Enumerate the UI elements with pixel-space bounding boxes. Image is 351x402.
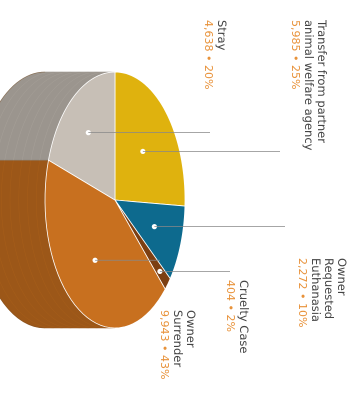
slice-label-name: OwnerRequestedEuthanasia <box>309 258 349 322</box>
pie-side-texture <box>9 160 81 329</box>
slice-label-name: Stray <box>215 20 229 51</box>
leader-dot <box>140 148 146 155</box>
pie-side-texture <box>0 256 63 329</box>
slice-label-value: 2,272 • 10% <box>296 258 309 327</box>
pie-side-texture <box>13 71 81 161</box>
slice-label-value: 404 • 2% <box>224 280 237 332</box>
slice-label-name: OwnerSurrender <box>171 310 198 367</box>
pie-side-texture <box>18 160 89 329</box>
slice-label-value: 4,638 • 20% <box>202 20 215 89</box>
pie-base-outline <box>0 71 46 329</box>
slice-label-value: 5,985 • 25% <box>289 20 302 89</box>
pie-slice-transfer-from-partner-animal-welfare-agency <box>114 71 186 207</box>
pie-side-texture <box>0 281 54 329</box>
pie-side-texture <box>22 71 89 161</box>
pie-side-texture <box>1 160 72 329</box>
pie-slice-cruelty-case <box>114 199 171 290</box>
slice-label-name: Cruelty Case <box>237 280 251 353</box>
pie-slice-stray <box>48 71 116 201</box>
pie-side-texture <box>4 71 72 161</box>
pie-side-texture <box>36 160 107 329</box>
pie-side-texture <box>0 71 63 144</box>
slice-label-value: 9,943 • 43% <box>158 310 171 379</box>
pie-side-texture <box>30 71 98 161</box>
leader-dot <box>157 268 163 275</box>
pie-top-face <box>44 71 186 329</box>
pie-slice-owner-surrender <box>44 159 166 329</box>
pie-labels: Transfer from partneranimal welfare agen… <box>85 19 349 379</box>
leader-dot <box>151 224 157 230</box>
slice-label: Transfer from partneranimal welfare agen… <box>289 19 329 151</box>
pie-slice-owner-requested-euthanasia <box>114 199 186 280</box>
pie-side-texture <box>0 71 54 119</box>
pie-side-depth <box>0 71 116 329</box>
pie-side-texture <box>27 160 98 329</box>
slice-label-name: Transfer from partneranimal welfare agen… <box>302 19 329 151</box>
pie-side-texture <box>39 71 107 161</box>
